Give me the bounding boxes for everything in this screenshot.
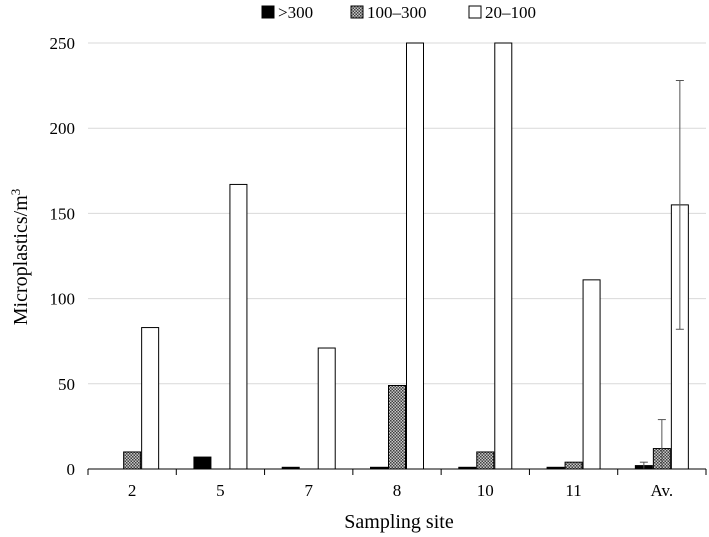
x-tick-label: 7 — [304, 481, 313, 500]
y-tick-label: 100 — [50, 290, 76, 309]
bar-20100-site-8 — [406, 42, 424, 470]
x-axis: 2 5 7 8 10 11 Av. — [87, 468, 707, 500]
x-tick-label: 11 — [565, 481, 581, 500]
x-axis-title: Sampling site — [344, 511, 454, 533]
legend-swatch — [261, 5, 275, 19]
legend-swatch — [468, 5, 482, 19]
y-tick-label: 50 — [58, 375, 75, 394]
legend-item: >300 — [261, 3, 313, 22]
x-tick-label: Av. — [651, 481, 674, 500]
bar-100300-site-2 — [123, 451, 142, 470]
bars — [123, 42, 689, 470]
y-tick-label: 200 — [50, 119, 76, 138]
x-tick-label: 10 — [477, 481, 494, 500]
bar-20100-site-11 — [582, 279, 601, 470]
bar-100300-site-11 — [564, 461, 583, 470]
bar-300-site-5 — [193, 456, 212, 470]
bar-20100-site-2 — [141, 327, 160, 470]
legend-item: 100–300 — [350, 3, 427, 22]
legend-item: 20–100 — [468, 3, 536, 22]
y-axis-ticks: 0 50 100 150 200 250 — [50, 34, 76, 479]
x-tick-label: 2 — [128, 481, 137, 500]
bar-100300-site-8 — [388, 385, 406, 470]
bar-100300-site-10 — [476, 451, 495, 470]
x-tick-label: 5 — [216, 481, 225, 500]
legend-swatch — [350, 5, 364, 19]
bar-20100-site-7 — [317, 347, 336, 470]
legend: >300 100–300 20–100 — [261, 3, 536, 22]
y-tick-label: 150 — [50, 204, 76, 223]
y-axis-title: Microplastics/m3 — [8, 189, 33, 325]
bar-20100-site-10 — [494, 42, 513, 470]
y-tick-label: 0 — [67, 460, 76, 479]
legend-label: >300 — [278, 3, 313, 22]
error-bar — [675, 79, 684, 330]
bar-20100-site-5 — [229, 183, 248, 470]
legend-label: 100–300 — [367, 3, 427, 22]
x-tick-label: 8 — [393, 481, 402, 500]
y-tick-label: 250 — [50, 34, 76, 53]
gridlines — [88, 42, 706, 385]
legend-label: 20–100 — [485, 3, 536, 22]
